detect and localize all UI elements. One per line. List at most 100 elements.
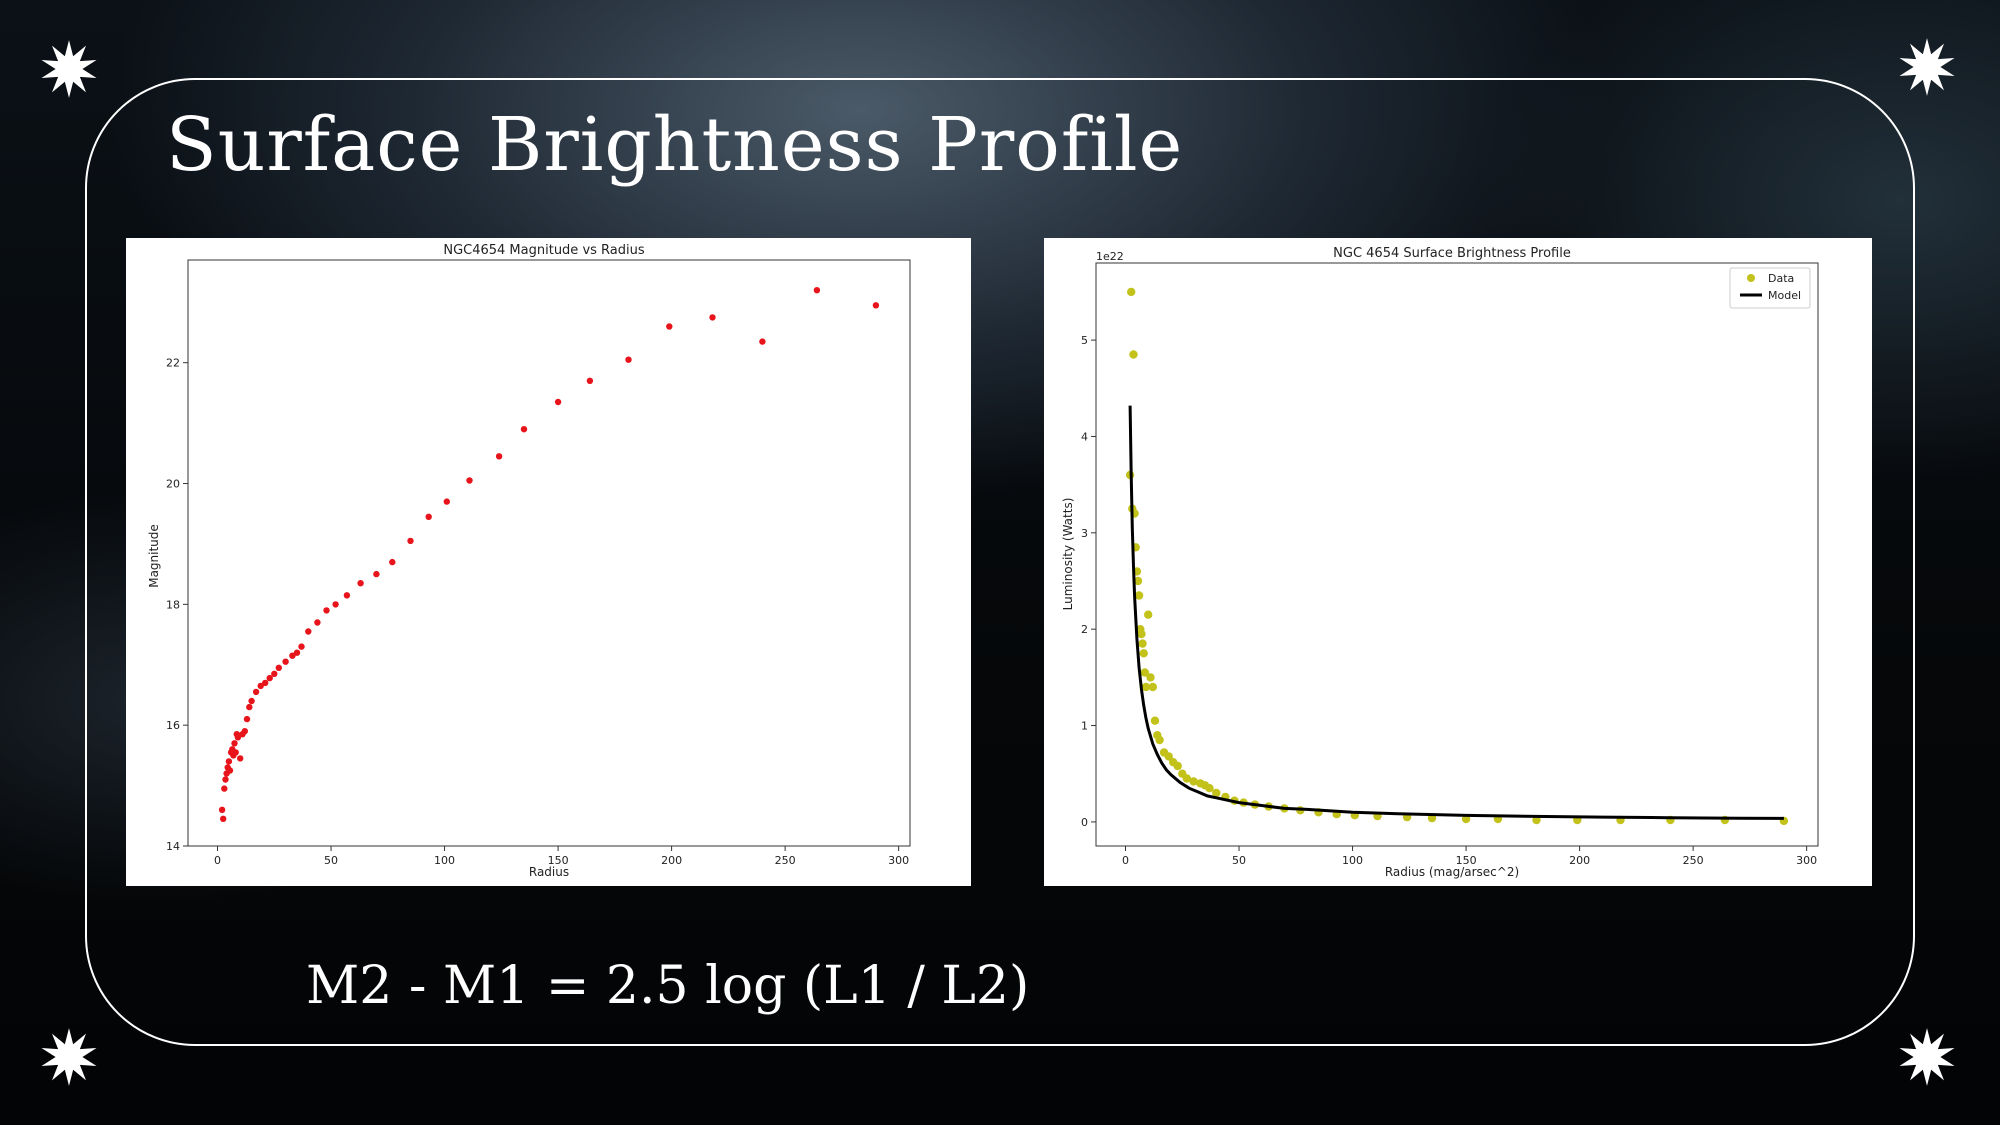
data-point — [1150, 716, 1160, 725]
data-point — [872, 302, 880, 309]
y-tick-label: 3 — [1081, 527, 1088, 540]
x-tick-label: 0 — [1122, 854, 1129, 867]
data-point — [1144, 610, 1153, 619]
x-tick-label: 300 — [1796, 854, 1817, 867]
data-point — [246, 703, 253, 711]
data-point — [1140, 668, 1149, 677]
rounded-frame — [85, 78, 1915, 1046]
data-point — [425, 513, 432, 520]
model-line — [1128, 405, 1784, 820]
data-point — [586, 377, 594, 384]
data-point — [759, 338, 766, 345]
magnitude-luminosity-formula: M2 - M1 = 2.5 log (L1 / L2) — [306, 956, 1030, 1016]
data-point — [271, 670, 278, 677]
data-point — [248, 697, 255, 705]
data-point — [1212, 788, 1221, 798]
data-point — [293, 649, 301, 656]
data-point — [554, 398, 562, 406]
data-point — [666, 323, 673, 330]
data-point — [232, 749, 239, 756]
star-icon-bottom-right — [1899, 1028, 1955, 1086]
x-tick-label: 200 — [1569, 854, 1590, 867]
legend-data-marker — [1747, 274, 1755, 282]
data-point — [1155, 735, 1164, 745]
data-point — [625, 356, 632, 363]
data-point — [1148, 682, 1157, 692]
data-point — [298, 643, 305, 650]
data-point — [314, 619, 321, 626]
data-point — [262, 679, 269, 687]
data-point — [252, 688, 260, 696]
y-tick-label: 4 — [1081, 430, 1088, 443]
y-tick-label: 14 — [166, 840, 180, 853]
chart-title: NGC 4654 Surface Brightness Profile — [1333, 246, 1571, 261]
data-point — [243, 715, 251, 723]
y-tick-label: 20 — [166, 478, 180, 491]
data-point — [1141, 682, 1151, 692]
x-tick-label: 100 — [1342, 854, 1363, 867]
data-point — [407, 537, 414, 545]
y-tick-label: 5 — [1081, 334, 1088, 347]
data-point — [389, 558, 396, 566]
data-point — [226, 767, 234, 774]
data-point — [237, 755, 244, 762]
star-icon-top-left — [41, 40, 97, 98]
y-offset-label: 1e22 — [1096, 250, 1124, 263]
y-tick-label: 16 — [166, 719, 180, 732]
plot-area — [1095, 262, 1819, 847]
y-axis-label: Luminosity (Watts) — [1061, 498, 1075, 611]
data-points — [218, 287, 880, 822]
data-point — [323, 607, 330, 614]
data-point — [282, 658, 289, 665]
x-axis-label: Radius (mag/arsec^2) — [1385, 865, 1519, 879]
data-point — [1127, 287, 1136, 297]
data-point — [520, 426, 528, 433]
luminosity-chart-panel: NGC 4654 Surface Brightness Profile 1e22… — [1044, 238, 1872, 886]
y-axis-label: Magnitude — [147, 524, 161, 588]
x-tick-label: 150 — [548, 854, 569, 867]
data-point — [275, 664, 282, 671]
data-point — [241, 728, 248, 735]
data-point — [1129, 350, 1138, 359]
x-tick-label: 100 — [434, 854, 455, 867]
y-tick-label: 1 — [1081, 720, 1088, 733]
data-point — [709, 314, 716, 321]
x-tick-label: 50 — [1232, 854, 1246, 867]
data-point — [1139, 649, 1148, 658]
data-points — [1125, 287, 1789, 826]
data-point — [266, 674, 273, 682]
y-tick-label: 22 — [166, 357, 180, 370]
legend-model-label: Model — [1768, 289, 1801, 302]
data-point — [373, 570, 380, 578]
data-point — [221, 785, 228, 792]
magnitude-vs-radius-chart: NGC4654 Magnitude vs Radius 0 50 100 150 200… — [147, 243, 911, 879]
data-point — [231, 740, 238, 747]
x-tick-label: 150 — [1456, 854, 1477, 867]
y-tick-label: 18 — [166, 598, 180, 611]
data-point — [1189, 777, 1198, 786]
legend-data-label: Data — [1768, 272, 1794, 285]
axis-ticks: 0 50 100 150 200 250 300 0 1 2 3 4 5 — [1081, 334, 1817, 867]
legend: Data Model — [1729, 267, 1811, 309]
data-point — [1146, 673, 1155, 682]
data-point — [289, 652, 296, 659]
star-icon-top-right — [1899, 38, 1955, 96]
data-point — [813, 287, 821, 294]
axis-ticks: 0 50 100 150 200 250 300 14 16 18 20 22 — [166, 357, 909, 867]
data-point — [1137, 629, 1146, 639]
data-point — [220, 815, 227, 822]
data-point — [466, 477, 473, 484]
chart-title: NGC4654 Magnitude vs Radius — [443, 243, 645, 258]
data-point — [305, 628, 312, 635]
data-point — [495, 453, 503, 460]
plot-area — [187, 259, 911, 847]
data-point — [332, 601, 339, 608]
x-axis-label: Radius — [529, 865, 569, 879]
data-point — [1138, 639, 1147, 648]
magnitude-chart-panel: NGC4654 Magnitude vs Radius 0 50 100 150 200… — [126, 238, 971, 886]
data-point — [1205, 784, 1214, 793]
star-icon-bottom-left — [41, 1028, 97, 1086]
data-point — [1164, 752, 1173, 761]
slide-title: Surface Brightness Profile — [166, 102, 1184, 188]
data-point — [222, 776, 229, 783]
